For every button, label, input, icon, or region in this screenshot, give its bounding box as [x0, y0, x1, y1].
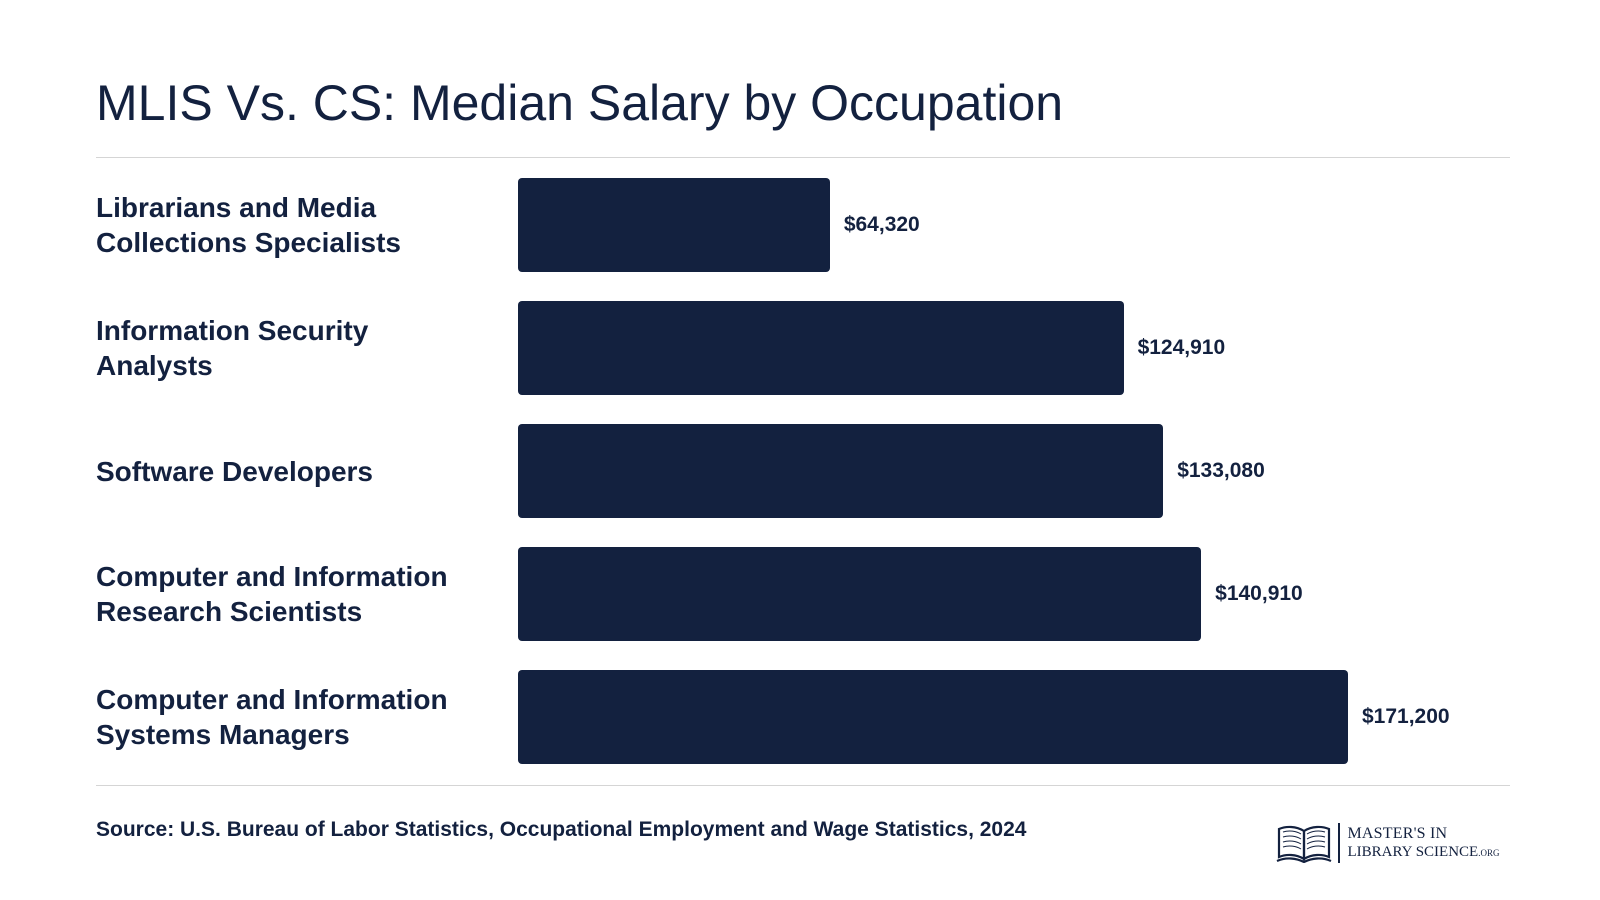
bar: [518, 424, 1164, 518]
value-label: $133,080: [1177, 459, 1265, 482]
open-book-icon: [1276, 825, 1332, 863]
logo-divider: [1338, 823, 1340, 863]
logo-org-suffix: .ORG: [1478, 847, 1500, 858]
category-label-line: Computer and Information: [96, 684, 448, 715]
logo-line-2: LIBRARY SCIENCE: [1347, 843, 1479, 860]
logo-wordmark: MASTER'S IN LIBRARY SCIENCE.ORG: [1348, 825, 1500, 862]
value-label: $171,200: [1362, 705, 1450, 728]
logo-line-1: MASTER'S IN: [1347, 824, 1448, 842]
category-label-line: Computer and Information: [96, 561, 448, 592]
bottom-divider: [96, 785, 1510, 786]
bar: [518, 178, 830, 272]
value-label: $140,910: [1215, 582, 1303, 605]
category-label-line: Librarians and Media: [96, 192, 377, 223]
bar: [518, 301, 1124, 395]
bar: [518, 670, 1348, 764]
category-label: Computer and Information Research Scienti…: [96, 559, 496, 629]
category-label-line: Collections Specialists: [96, 227, 401, 258]
value-label: $124,910: [1137, 336, 1226, 359]
category-label-line: Systems Managers: [96, 719, 350, 750]
category-label-line: Information Security: [96, 315, 369, 346]
bar: [518, 547, 1202, 641]
category-label: Information Security Analysts: [96, 313, 496, 383]
category-label: Computer and Information Systems Managers: [96, 682, 496, 752]
category-label-line: Analysts: [96, 350, 213, 381]
top-divider: [96, 157, 1510, 158]
category-label: Software Developers: [96, 454, 496, 489]
value-label: $64,320: [843, 213, 920, 236]
site-logo[interactable]: MASTER'S IN LIBRARY SCIENCE.ORG: [1276, 820, 1499, 866]
category-label: Librarians and Media Collections Speciali…: [96, 190, 496, 260]
category-label-line: Research Scientists: [96, 596, 363, 627]
category-label-line: Software Developers: [96, 455, 373, 487]
chart-title: MLIS Vs. CS: Median Salary by Occupation: [96, 75, 1064, 131]
source-note: Source: U.S. Bureau of Labor Statistics,…: [96, 818, 1027, 841]
